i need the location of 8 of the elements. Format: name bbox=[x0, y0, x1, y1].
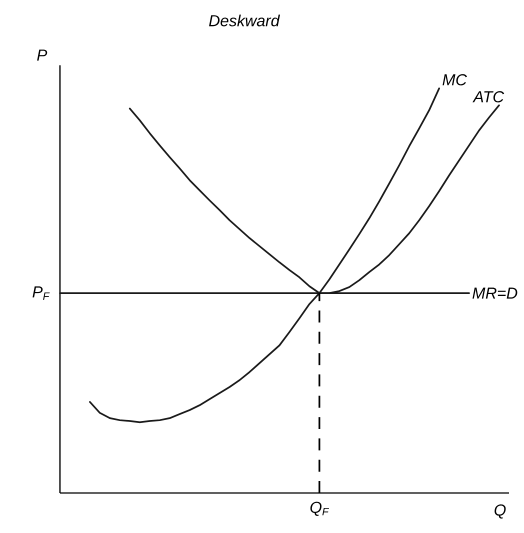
y-axis-title: P bbox=[37, 50, 48, 61]
series-label: MC bbox=[442, 74, 468, 86]
series-label: MR=D bbox=[472, 288, 518, 299]
chart-title: Deskward bbox=[209, 14, 280, 26]
x-axis-title: Q bbox=[494, 504, 506, 519]
text: P$_{F}$ bbox=[32, 286, 50, 300]
text: Q$_{F}$ bbox=[310, 502, 330, 516]
series-label: ATC bbox=[472, 91, 504, 102]
